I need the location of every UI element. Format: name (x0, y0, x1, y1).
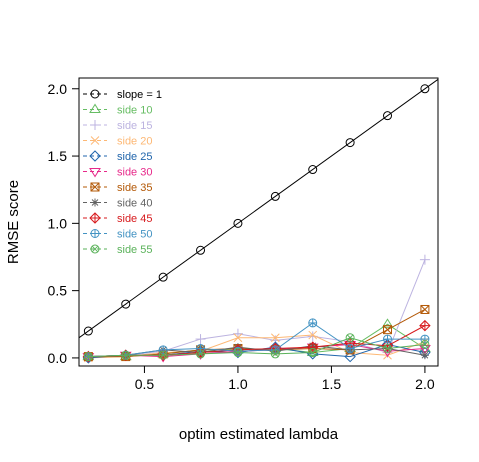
data-point (196, 349, 206, 359)
data-point (419, 319, 431, 332)
y-tick-label: 0.0 (48, 350, 68, 366)
series-side-25 (82, 338, 431, 364)
legend-item: side 35 (83, 182, 152, 194)
legend-label: side 25 (117, 151, 152, 163)
data-point (308, 318, 318, 328)
legend-item: side 15 (83, 120, 152, 132)
data-point (419, 254, 430, 265)
data-point (381, 318, 394, 328)
series-side-30 (82, 340, 431, 363)
legend-item: side 25 (83, 150, 152, 163)
data-point (270, 333, 280, 343)
legend-label: side 20 (117, 136, 152, 148)
reference-point (420, 84, 430, 94)
legend-label: side 40 (117, 198, 152, 210)
legend-label: side 45 (117, 213, 152, 225)
data-point (121, 350, 131, 360)
reference-line (79, 78, 438, 339)
legend-label: side 15 (117, 120, 152, 132)
data-point (420, 334, 430, 344)
x-tick-label: 1.0 (228, 376, 248, 392)
reference-point (308, 165, 318, 175)
legend-item: slope = 1 (83, 89, 162, 101)
legend-marker (91, 198, 99, 207)
legend-item: side 40 (83, 198, 152, 210)
legend-marker (90, 89, 100, 99)
legend-marker (90, 182, 100, 192)
data-point (345, 344, 355, 354)
data-point (196, 344, 206, 354)
legend-item: side 30 (83, 167, 152, 179)
series-side-55 (83, 333, 430, 362)
data-point (419, 345, 431, 355)
reference-point (196, 245, 206, 255)
legend-label: side 50 (117, 229, 152, 241)
legend-item: side 10 (83, 103, 152, 117)
reference-point (233, 218, 243, 228)
legend-label: side 35 (117, 182, 152, 194)
reference-point (83, 326, 93, 336)
data-point (420, 339, 430, 349)
legend-marker (90, 120, 100, 130)
x-tick-label: 2.0 (415, 376, 435, 392)
data-point (83, 352, 93, 362)
data-point (270, 349, 280, 359)
legend-marker (90, 229, 100, 238)
legend-marker (89, 168, 101, 178)
y-tick-label: 1.0 (48, 215, 68, 231)
axes: 0.5 1.0 1.5 2.0 0.0 0.5 1.0 1.5 2.0 (48, 81, 435, 392)
legend-marker (89, 103, 101, 113)
legend-item: side 55 (83, 244, 152, 256)
y-tick-label: 1.5 (48, 148, 68, 164)
legend-item: side 20 (83, 136, 152, 148)
series-line (88, 259, 426, 358)
x-axis-label: optim estimated lambda (179, 426, 339, 443)
reference-point (158, 272, 168, 282)
data-point (308, 330, 318, 340)
plot-frame (78, 77, 439, 367)
legend-marker (89, 212, 101, 224)
data-point (233, 348, 243, 358)
reference-point (345, 138, 355, 148)
series-line (88, 323, 426, 358)
series-line (88, 325, 426, 358)
data-point (158, 350, 168, 360)
legend-marker (89, 150, 101, 162)
reference-point (270, 191, 280, 201)
series-line (88, 322, 425, 358)
legend-label: side 10 (117, 105, 152, 117)
legend-item: side 50 (83, 229, 152, 241)
data-point (308, 348, 318, 358)
data-point (420, 351, 429, 360)
data-point (383, 325, 393, 335)
legend: slope = 1 side 10 side 15 side 20 side 25 sid… (83, 89, 162, 256)
data-point (383, 344, 393, 354)
data-point (345, 333, 355, 343)
legend-label: side 30 (117, 167, 152, 179)
y-axis-label: RMSE score (5, 180, 22, 264)
legend-marker (90, 136, 100, 145)
reference-point (383, 111, 393, 121)
legend-item: side 45 (83, 212, 152, 225)
x-tick-label: 1.5 (322, 376, 342, 392)
x-tick-label: 0.5 (135, 376, 155, 392)
legend-label: side 55 (117, 244, 152, 256)
reference-point (121, 299, 131, 309)
data-point (383, 334, 393, 344)
y-tick-label: 2.0 (48, 81, 68, 97)
data-point (233, 333, 243, 343)
series-line (88, 337, 425, 358)
y-tick-label: 0.5 (48, 283, 68, 299)
legend-marker (90, 244, 100, 254)
legend-label: slope = 1 (117, 89, 162, 101)
data-point (344, 350, 356, 363)
data-point (158, 345, 168, 355)
plot-area (79, 78, 438, 364)
series-side-35 (83, 304, 430, 362)
series-line (88, 334, 426, 359)
data-point (195, 334, 206, 345)
data-point (420, 304, 430, 314)
